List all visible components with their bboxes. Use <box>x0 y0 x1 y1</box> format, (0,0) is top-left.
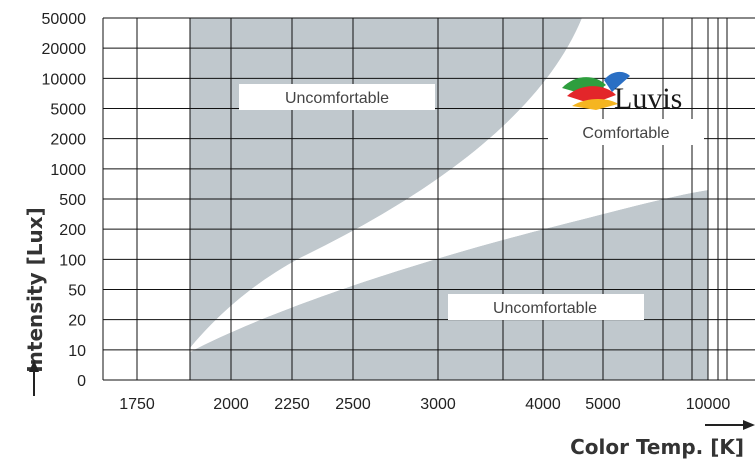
y-tick-label: 100 <box>59 252 86 269</box>
y-tick-label: 10 <box>68 343 86 360</box>
y-tick-label: 5000 <box>50 102 86 119</box>
y-tick-label: 20000 <box>42 41 87 58</box>
x-tick-label: 10000 <box>686 396 731 413</box>
x-tick-label: 2000 <box>213 396 249 413</box>
y-tick-label: 500 <box>59 192 86 209</box>
y-tick-label: 0 <box>77 373 86 390</box>
comfortable-region <box>190 18 708 352</box>
x-tick-label: 1750 <box>119 396 155 413</box>
y-axis-arrow <box>29 360 39 396</box>
butterfly-wing-icon <box>572 99 618 110</box>
y-tick-label: 20 <box>68 313 86 330</box>
x-axis-title: Color Temp. [K] <box>570 435 744 459</box>
y-tick-label: 200 <box>59 222 86 239</box>
region-label-upper: Uncomfortable <box>239 84 435 110</box>
butterfly-wing-icon <box>604 71 630 92</box>
x-tick-label: 2250 <box>274 396 310 413</box>
x-tick-label: 5000 <box>585 396 621 413</box>
y-tick-label: 2000 <box>50 132 86 149</box>
x-axis-arrow <box>705 420 755 430</box>
x-tick-label: 2500 <box>335 396 371 413</box>
y-tick-label: 1000 <box>50 162 86 179</box>
x-tick-label: 3000 <box>420 396 456 413</box>
y-tick-label: 10000 <box>42 71 87 88</box>
uncomfortable-region-lower <box>190 190 708 380</box>
grid <box>102 17 755 381</box>
x-tick-label: 4000 <box>525 396 561 413</box>
svg-text:Comfortable: Comfortable <box>582 125 669 142</box>
y-tick-label: 50 <box>68 283 86 300</box>
y-axis: 0 10 20 50 100 200 500 1000 2000 5000 10000 20000 50… <box>42 11 87 390</box>
x-axis: 1750 2000 2250 2500 3000 4000 5000 10000 <box>119 396 730 413</box>
svg-text:Uncomfortable: Uncomfortable <box>285 90 389 107</box>
svg-text:Luvis: Luvis <box>614 82 682 115</box>
y-tick-label: 50000 <box>42 11 87 28</box>
region-label-lower: Uncomfortable <box>448 294 644 320</box>
svg-text:Uncomfortable: Uncomfortable <box>493 300 597 317</box>
luvis-logo: Luvis <box>562 71 682 115</box>
y-axis-title: Intensity [Lux] <box>23 207 47 373</box>
region-label-comfortable: Comfortable <box>548 119 704 145</box>
